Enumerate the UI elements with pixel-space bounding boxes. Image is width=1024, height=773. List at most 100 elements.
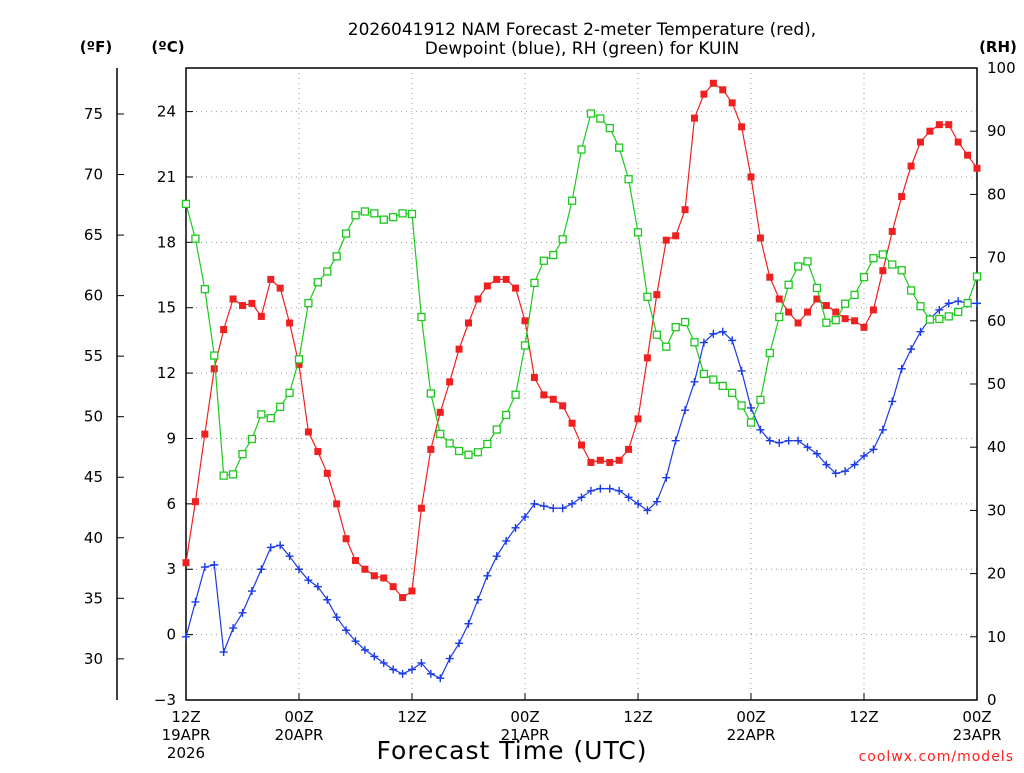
dewpoint-point bbox=[389, 665, 398, 674]
temperature-point bbox=[239, 302, 246, 310]
temperature-point bbox=[596, 456, 604, 464]
temperature-point bbox=[446, 378, 454, 386]
rh-point bbox=[210, 351, 219, 360]
dewpoint-point bbox=[445, 654, 454, 663]
rh-point bbox=[775, 312, 784, 322]
dewpoint-point bbox=[728, 336, 737, 345]
rh-unit-label: (RH) bbox=[979, 38, 1017, 56]
credit-text: coolwx.com/models bbox=[859, 749, 1014, 765]
temperature-point bbox=[832, 308, 840, 316]
temperature-point bbox=[549, 395, 557, 403]
dewpoint-point bbox=[276, 541, 285, 550]
dewpoint-point bbox=[342, 626, 351, 635]
rh-tick-label: 10 bbox=[987, 628, 1006, 646]
rh-point bbox=[850, 290, 859, 300]
rh-point bbox=[238, 450, 247, 459]
rh-point bbox=[276, 402, 285, 411]
temperature-point bbox=[945, 121, 953, 129]
rh-point bbox=[643, 292, 652, 301]
rh-point bbox=[944, 312, 953, 321]
rh-point bbox=[615, 143, 624, 152]
rh-point bbox=[671, 322, 680, 332]
temperature-point bbox=[276, 284, 284, 292]
rh-point bbox=[285, 388, 294, 397]
rh-point bbox=[878, 250, 887, 259]
temperature-point bbox=[756, 234, 764, 242]
rh-point bbox=[483, 439, 492, 449]
dewpoint-point bbox=[502, 536, 511, 545]
temperature-point bbox=[954, 138, 962, 146]
dewpoint-point bbox=[907, 345, 916, 354]
temperature-point bbox=[917, 138, 924, 146]
dewpoint-point bbox=[295, 565, 303, 574]
dewpoint-point bbox=[605, 484, 614, 493]
temperature-point bbox=[709, 79, 717, 87]
rh-point bbox=[473, 448, 483, 457]
rh-point bbox=[624, 175, 633, 184]
temperature-point bbox=[267, 275, 275, 283]
temperature-point bbox=[822, 302, 830, 310]
rh-point bbox=[558, 235, 567, 244]
fahrenheit-tick-label: 70 bbox=[84, 166, 103, 184]
temperature-point bbox=[417, 504, 425, 512]
dewpoint-point bbox=[718, 327, 727, 336]
rh-tick-label: 40 bbox=[987, 438, 1006, 456]
rh-point bbox=[492, 425, 501, 434]
temperature-point bbox=[662, 236, 670, 244]
rh-point bbox=[191, 234, 200, 243]
dewpoint-point bbox=[530, 499, 539, 508]
temperature-point bbox=[766, 273, 774, 281]
dewpoint-point bbox=[662, 473, 671, 482]
rh-point bbox=[228, 470, 238, 479]
celsius-tick-label: 24 bbox=[157, 103, 176, 121]
celsius-tick-label: 3 bbox=[166, 560, 176, 578]
temperature-point bbox=[860, 323, 868, 331]
rh-point bbox=[389, 213, 398, 222]
dewpoint-point bbox=[671, 436, 680, 445]
rh-point bbox=[323, 267, 332, 276]
rh-point bbox=[746, 418, 756, 427]
dewpoint-line bbox=[185, 300, 977, 679]
rh-point bbox=[332, 252, 341, 261]
temperature-point bbox=[935, 121, 943, 129]
temperature-point bbox=[568, 419, 576, 427]
rh-point bbox=[925, 315, 935, 324]
temperature-point bbox=[587, 458, 595, 466]
series-layer bbox=[181, 79, 982, 683]
rh-point bbox=[709, 375, 718, 384]
temperature-point bbox=[408, 587, 416, 595]
rh-point bbox=[972, 272, 982, 281]
time-tick-label: 00Z bbox=[510, 708, 539, 726]
rh-point bbox=[765, 348, 774, 358]
dewpoint-point bbox=[765, 436, 774, 445]
rh-point bbox=[784, 280, 793, 289]
fahrenheit-tick-label: 35 bbox=[84, 589, 103, 607]
rh-tick-label: 60 bbox=[987, 312, 1006, 330]
temperature-point bbox=[775, 295, 783, 303]
rh-point bbox=[906, 286, 916, 295]
dewpoint-point bbox=[690, 377, 699, 386]
dewpoint-point bbox=[803, 443, 812, 452]
temperature-point bbox=[380, 574, 388, 582]
fahrenheit-tick-label: 60 bbox=[84, 287, 103, 305]
temperature-point bbox=[493, 275, 501, 283]
dewpoint-point bbox=[370, 652, 379, 661]
temperature-point bbox=[191, 498, 199, 506]
temperature-point bbox=[465, 319, 472, 327]
plot-frame bbox=[185, 67, 978, 701]
celsius-unit-label: (ºC) bbox=[151, 38, 184, 56]
rh-point bbox=[954, 307, 963, 317]
rh-point bbox=[464, 450, 473, 459]
temperature-point bbox=[512, 284, 520, 292]
fahrenheit-tick-label: 30 bbox=[84, 650, 103, 668]
x-axis-title: Forecast Time (UTC) bbox=[377, 736, 648, 765]
rh-point bbox=[577, 145, 586, 154]
temperature-point bbox=[615, 456, 623, 464]
time-tick-label: 12Z bbox=[623, 708, 652, 726]
dewpoint-point bbox=[794, 436, 803, 445]
rh-tick-label: 0 bbox=[987, 691, 997, 709]
temperature-point bbox=[389, 583, 397, 591]
celsius-tick-label: 12 bbox=[157, 364, 176, 382]
rh-point bbox=[699, 369, 709, 379]
rh-point bbox=[859, 273, 869, 282]
